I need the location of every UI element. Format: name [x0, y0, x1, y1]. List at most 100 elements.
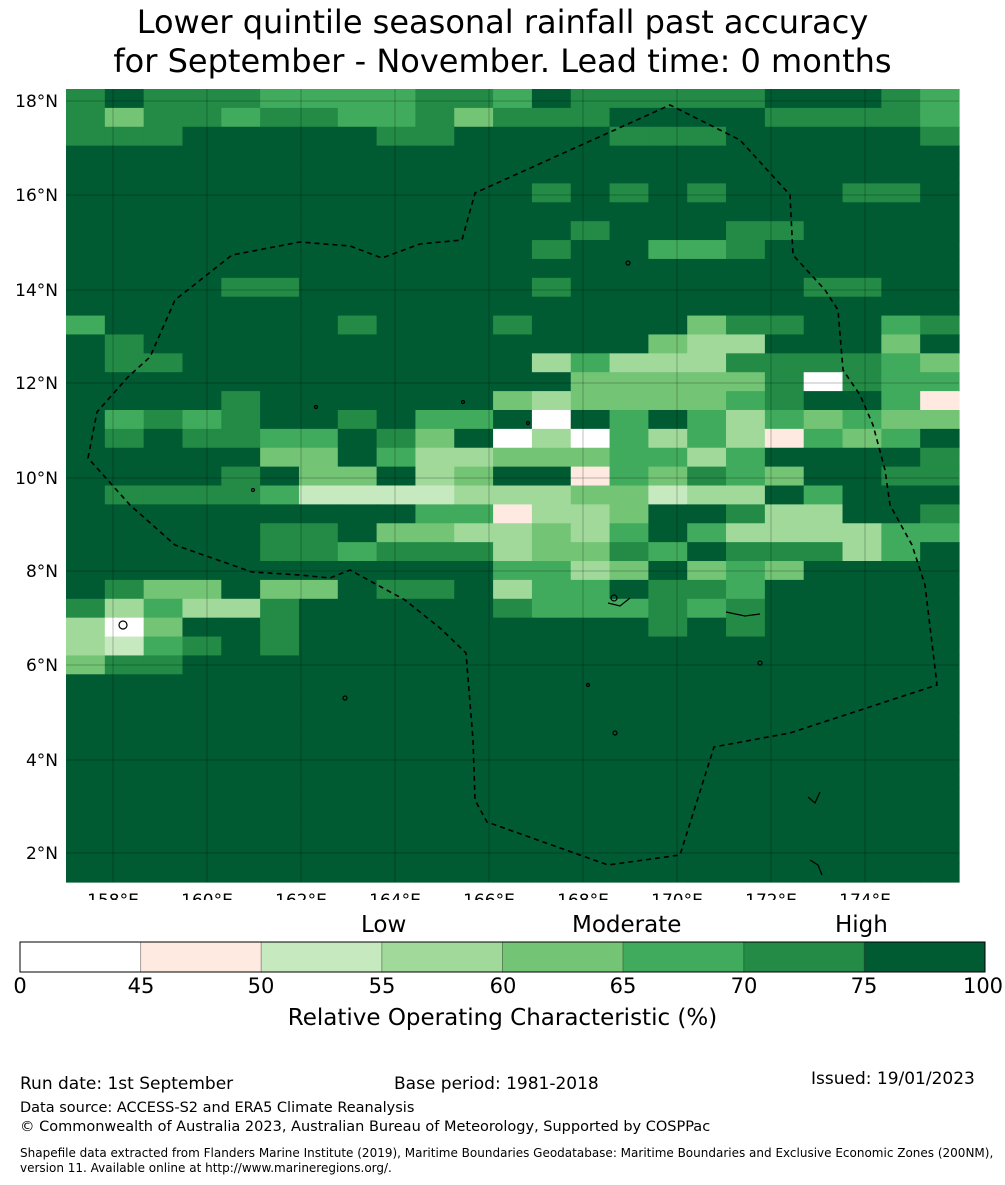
grid-cell	[803, 145, 844, 166]
grid-cell	[415, 617, 455, 638]
grid-cell	[454, 372, 494, 392]
grid-cell	[493, 466, 533, 487]
grid-cell	[104, 636, 145, 657]
grid-cell	[570, 164, 611, 184]
grid-cell	[726, 107, 766, 128]
grid-cell	[415, 240, 455, 260]
grid-cell	[143, 598, 184, 619]
grid-cell	[182, 296, 222, 317]
grid-cell	[920, 145, 960, 166]
grid-cell	[376, 768, 417, 789]
grid-cell	[570, 504, 611, 524]
grid-cell	[764, 712, 805, 732]
grid-cell	[764, 89, 805, 109]
grid-cell	[803, 409, 844, 430]
grid-cell	[531, 447, 572, 468]
grid-cell	[182, 89, 222, 109]
grid-cell	[531, 164, 572, 184]
grid-cell	[842, 844, 882, 864]
grid-cell	[531, 863, 572, 883]
colorbar-segments	[19, 941, 986, 973]
grid-cell	[803, 89, 844, 109]
lat-label: 12°N	[15, 374, 58, 394]
grid-cell	[687, 89, 727, 109]
grid-cell	[66, 674, 106, 694]
grid-cell	[337, 296, 378, 317]
grid-cell	[298, 579, 339, 600]
grid-cell	[337, 579, 378, 600]
grid-cell	[260, 221, 300, 241]
grid-cell	[221, 315, 261, 336]
grid-cell	[454, 844, 494, 864]
grid-cell	[531, 674, 572, 694]
grid-cell	[337, 730, 378, 751]
grid-cell	[376, 447, 417, 468]
grid-cell	[881, 277, 921, 298]
grid-cell	[881, 391, 921, 411]
grid-cell	[881, 221, 921, 241]
grid-cell	[687, 145, 727, 166]
grid-cell	[493, 183, 533, 203]
grid-cell	[182, 768, 222, 789]
grid-cell	[493, 107, 533, 128]
grid-cell	[648, 315, 688, 336]
grid-cell	[298, 768, 339, 789]
grid-cell	[920, 353, 960, 373]
grid-cell	[454, 428, 494, 449]
grid-cell	[531, 183, 572, 203]
grid-cell	[920, 428, 960, 449]
grid-cell	[104, 391, 145, 411]
grid-cell	[376, 674, 417, 694]
grid-cell	[182, 844, 222, 864]
colorbar-segment	[381, 941, 504, 973]
grid-cell	[726, 617, 766, 638]
grid-cell	[531, 409, 572, 430]
grid-cell	[454, 712, 494, 732]
grid-cell	[687, 447, 727, 468]
grid-cell	[881, 712, 921, 732]
grid-cell	[764, 315, 805, 336]
grid-cell	[609, 164, 649, 184]
grid-cell	[221, 787, 261, 808]
copyright: © Commonwealth of Australia 2023, Austra…	[20, 1119, 711, 1135]
grid-cell	[764, 277, 805, 298]
grid-cell	[920, 126, 960, 147]
grid-cell	[570, 353, 611, 373]
grid-cell	[415, 334, 455, 354]
grid-cell	[376, 240, 417, 260]
grid-cell	[803, 768, 844, 789]
grid-cell	[104, 315, 145, 336]
grid-cell	[881, 655, 921, 675]
grid-cell	[376, 315, 417, 336]
grid-cell	[881, 183, 921, 203]
grid-cell	[337, 164, 378, 184]
grid-cell	[221, 863, 261, 883]
grid-cell	[493, 485, 533, 505]
grid-cell	[221, 579, 261, 600]
grid-cell	[842, 334, 882, 354]
grid-cell	[570, 240, 611, 260]
grid-cell	[337, 126, 378, 147]
tick-70: 70	[730, 974, 758, 998]
grid-cell	[298, 353, 339, 373]
grid-cell	[803, 730, 844, 751]
grid-cell	[454, 579, 494, 600]
grid-cell	[531, 579, 572, 600]
grid-cell	[182, 636, 222, 657]
grid-cell	[803, 863, 844, 883]
grid-cell	[415, 277, 455, 298]
grid-cell	[221, 183, 261, 203]
grid-cell	[570, 126, 611, 147]
grid-cell	[454, 523, 494, 543]
title-line-2: for September - November. Lead time: 0 m…	[113, 42, 892, 80]
grid-cell	[66, 806, 106, 826]
grid-cell	[920, 825, 960, 845]
grid-cell	[104, 221, 145, 241]
grid-cell	[726, 447, 766, 468]
grid-cell	[221, 655, 261, 675]
grid-cell	[415, 258, 455, 279]
grid-cell	[920, 485, 960, 505]
grid-cell	[337, 504, 378, 524]
grid-cell	[260, 372, 300, 392]
grid-cell	[337, 258, 378, 279]
